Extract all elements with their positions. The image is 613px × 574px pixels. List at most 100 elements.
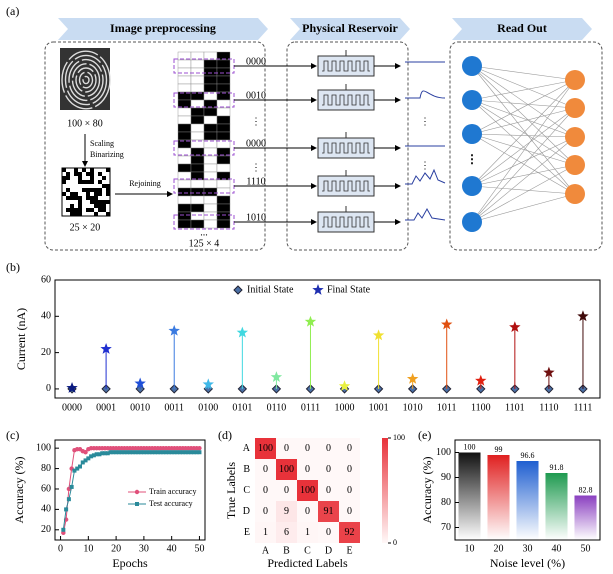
binary-pixel bbox=[62, 176, 66, 180]
cell-value: 1 bbox=[263, 527, 268, 538]
star-marker bbox=[100, 342, 112, 354]
star-marker bbox=[270, 371, 283, 382]
binary-pixel bbox=[86, 180, 90, 184]
cell-value: 9 bbox=[284, 506, 289, 517]
node-dots: ⋮ bbox=[466, 152, 478, 166]
point bbox=[150, 450, 155, 455]
binary-pixel bbox=[94, 196, 98, 200]
x-axis-label: Epochs bbox=[112, 556, 148, 570]
fingerprint-ridge bbox=[78, 71, 94, 89]
legend-marker bbox=[135, 502, 139, 506]
matrix-cell bbox=[203, 107, 218, 117]
cell-value: 0 bbox=[326, 464, 331, 475]
point bbox=[128, 450, 132, 455]
connection bbox=[471, 107, 576, 187]
matrix-cell bbox=[190, 155, 205, 165]
matrix-cell bbox=[177, 131, 192, 141]
panel-label: (b) bbox=[6, 260, 20, 274]
matrix-cell bbox=[177, 211, 192, 221]
cell-value: 0 bbox=[284, 485, 289, 496]
heat-cell bbox=[339, 501, 360, 522]
point bbox=[66, 497, 71, 502]
point bbox=[72, 468, 77, 473]
binary-pixel bbox=[102, 184, 106, 188]
matrix-cell bbox=[203, 187, 218, 197]
binary-pixel bbox=[66, 172, 70, 176]
binary-pixel bbox=[78, 176, 82, 180]
point bbox=[100, 451, 105, 456]
cell-value: 0 bbox=[326, 485, 331, 496]
matrix-cell bbox=[177, 59, 192, 69]
binary-pixel bbox=[70, 196, 74, 200]
binary-pixel bbox=[86, 196, 90, 200]
matrix-cell bbox=[203, 155, 218, 165]
output-node bbox=[565, 155, 585, 175]
x-tick-label: 1101 bbox=[505, 402, 525, 413]
matrix-cell bbox=[190, 131, 205, 141]
stage-box bbox=[449, 41, 603, 251]
matrix-cell bbox=[203, 211, 218, 221]
legend-label: Initial State bbox=[247, 284, 294, 295]
matrix-cell bbox=[203, 195, 218, 205]
binary-pixel bbox=[106, 200, 110, 204]
heat-cell bbox=[339, 459, 360, 480]
star-marker bbox=[475, 374, 487, 386]
connection bbox=[471, 79, 576, 135]
point bbox=[186, 450, 191, 455]
point bbox=[75, 466, 80, 471]
matrix-cell bbox=[177, 115, 192, 125]
code: ⋮ bbox=[251, 162, 261, 173]
connection bbox=[471, 99, 576, 109]
heat-cell bbox=[255, 480, 276, 501]
binary-pixel bbox=[70, 208, 74, 212]
bar bbox=[545, 473, 568, 540]
point bbox=[116, 450, 121, 455]
panel-label: (e) bbox=[418, 428, 431, 442]
matrix-cell bbox=[203, 83, 218, 93]
star-marker bbox=[168, 324, 180, 336]
reservoir-device bbox=[317, 55, 375, 77]
point bbox=[158, 450, 163, 455]
x-tick-label: 0001 bbox=[96, 402, 116, 413]
heat-cell bbox=[297, 459, 318, 480]
code: 0000 bbox=[246, 138, 266, 149]
y-tick-label: 60 bbox=[41, 483, 51, 494]
point bbox=[144, 450, 149, 455]
binary-pixel bbox=[78, 212, 82, 216]
matrix-cell bbox=[216, 67, 231, 77]
fingerprint-ridge bbox=[64, 54, 108, 106]
heat-cell bbox=[276, 522, 297, 543]
connection bbox=[471, 164, 576, 223]
fingerprint-ridge bbox=[68, 58, 104, 102]
binary-pixel bbox=[78, 200, 82, 204]
heat-cell bbox=[339, 522, 360, 543]
connection bbox=[471, 65, 576, 195]
point bbox=[133, 450, 138, 455]
colorbar-label: 100 bbox=[393, 433, 405, 442]
star-marker bbox=[543, 366, 555, 378]
point bbox=[180, 450, 185, 455]
star-marker bbox=[338, 380, 351, 392]
point bbox=[108, 450, 113, 455]
connection bbox=[471, 65, 576, 166]
binary-pixel bbox=[98, 192, 102, 196]
y-tick-label: 80 bbox=[441, 497, 451, 508]
serpentine bbox=[322, 94, 370, 106]
point bbox=[172, 450, 177, 455]
star-marker bbox=[372, 329, 385, 341]
matrix-cell bbox=[177, 123, 192, 133]
binary-pixel bbox=[90, 208, 94, 212]
colorbar bbox=[382, 438, 388, 543]
binary-pixel bbox=[90, 196, 94, 200]
matrix-cell bbox=[216, 203, 231, 213]
matrix-cell bbox=[177, 75, 192, 85]
matrix-cell bbox=[203, 131, 218, 141]
connection bbox=[471, 79, 576, 187]
x-tick-label: 10 bbox=[83, 543, 93, 554]
binary-pixel bbox=[78, 204, 82, 208]
x-tick-label: 1000 bbox=[335, 402, 355, 413]
matrix-cell bbox=[203, 59, 218, 69]
matrix-cell bbox=[203, 163, 218, 173]
x-tick-label: 0000 bbox=[62, 402, 82, 413]
step: Binarizing bbox=[90, 150, 124, 159]
